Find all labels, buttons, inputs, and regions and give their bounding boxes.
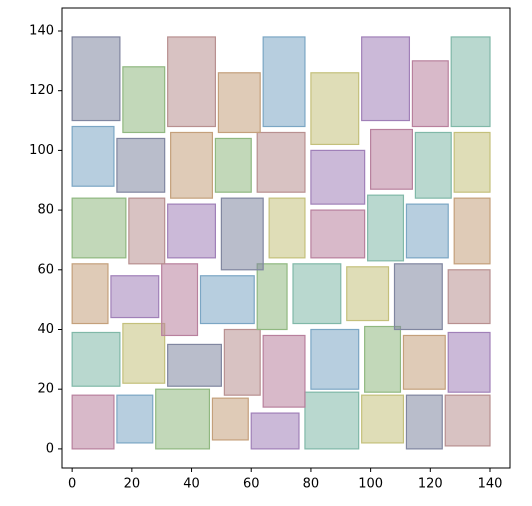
rectangle — [211, 397, 249, 441]
rectangle — [453, 131, 491, 193]
rectangle — [116, 394, 154, 444]
rectangle — [310, 328, 360, 390]
rectangle — [214, 137, 252, 193]
rectangle — [405, 394, 443, 450]
axes-frame — [61, 7, 511, 469]
rectangle — [310, 149, 366, 205]
y-tick-label: 120 — [29, 83, 54, 98]
rectangle — [71, 36, 121, 122]
y-tick-label: 140 — [29, 23, 54, 38]
x-tick-label: 60 — [243, 477, 260, 492]
y-tick-label: 0 — [46, 441, 54, 456]
rectangle — [393, 263, 443, 331]
rectangle — [361, 36, 411, 122]
rectangle — [170, 131, 214, 199]
rectangle — [292, 263, 342, 325]
y-tick-label: 40 — [37, 322, 54, 337]
rectangle — [447, 331, 491, 393]
rectangle — [364, 325, 402, 393]
rectangle — [223, 328, 261, 396]
rectangle — [71, 197, 127, 259]
rectangle — [367, 194, 405, 262]
rectangle — [128, 197, 166, 265]
rectangle — [262, 36, 306, 128]
rectangle — [155, 388, 211, 450]
rectangle — [167, 36, 217, 128]
rectangle — [402, 334, 446, 390]
x-tick-label: 40 — [183, 477, 200, 492]
x-tick-label: 140 — [478, 477, 503, 492]
rectangle — [361, 394, 405, 444]
y-tick-label: 100 — [29, 143, 54, 158]
rectangle — [447, 269, 491, 325]
rectangle — [268, 197, 306, 259]
rectangle — [122, 322, 166, 384]
rectangle — [110, 275, 160, 319]
rectangle — [256, 263, 288, 331]
x-tick-label: 20 — [124, 477, 141, 492]
rectangle — [346, 266, 390, 322]
rectangle — [310, 72, 360, 146]
x-tick-label: 0 — [68, 477, 76, 492]
rectangle — [256, 131, 306, 193]
y-tick-label: 60 — [37, 262, 54, 277]
rectangle — [199, 275, 255, 325]
rectangle — [217, 72, 261, 134]
rectangle — [220, 197, 264, 271]
y-tick-label: 80 — [37, 203, 54, 218]
rectangle — [405, 203, 449, 259]
rectangle — [71, 125, 115, 187]
rectangle — [167, 203, 217, 259]
rectangle — [310, 209, 366, 259]
rectangle — [450, 36, 491, 128]
x-tick-label: 80 — [303, 477, 320, 492]
rectangle — [71, 263, 109, 325]
y-tick-label: 20 — [37, 382, 54, 397]
rectangle — [453, 197, 491, 265]
rectangle — [411, 60, 449, 128]
rectangle — [122, 66, 166, 134]
rectangle — [250, 412, 300, 450]
rectangle — [71, 331, 121, 387]
rectangle — [167, 343, 222, 387]
rectangle — [414, 131, 452, 199]
rectangle — [262, 334, 306, 408]
rectangle — [370, 128, 414, 190]
rectangle — [116, 137, 166, 193]
rectangle — [444, 394, 491, 447]
x-tick-label: 100 — [358, 477, 383, 492]
rectangle — [304, 391, 360, 450]
rectangle — [71, 394, 115, 450]
rectangle — [161, 263, 199, 337]
x-tick-label: 120 — [418, 477, 443, 492]
